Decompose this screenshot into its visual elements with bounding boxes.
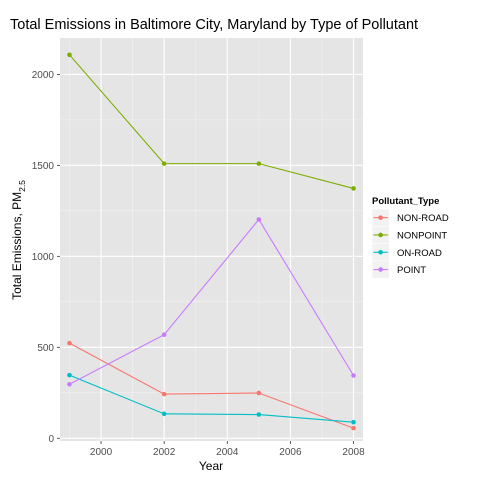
- data-point-nonpoint: [161, 161, 167, 166]
- legend-label-non-road: NON-ROAD: [397, 213, 449, 224]
- series-line-non-road: [69, 342, 354, 429]
- data-point-non-road: [256, 390, 262, 396]
- legend-label-nonpoint: NONPOINT: [397, 230, 447, 241]
- y-axis-title: Total Emissions, PM2.5: [10, 180, 27, 300]
- y-tick-label: 0: [48, 434, 54, 445]
- data-point-nonpoint: [67, 52, 72, 58]
- data-point-on-road: [161, 411, 167, 417]
- data-point-point: [161, 332, 167, 337]
- legend: Pollutant_Type NON-ROAD NONPOINT ON-ROAD PO…: [371, 196, 449, 279]
- data-point-on-road: [256, 412, 262, 417]
- legend-label-on-road: ON-ROAD: [397, 248, 442, 259]
- series-layer: [67, 52, 356, 431]
- series-line-point: [69, 218, 355, 385]
- legend-key-point-nonpoint: [378, 232, 383, 238]
- y-tick-label: 1000: [32, 252, 55, 263]
- x-tick-label: 2002: [153, 447, 176, 458]
- plot-panel: [60, 38, 363, 441]
- x-axis-ticks: 2000 2002 2004 2006 2008: [90, 441, 365, 458]
- data-point-on-road: [351, 419, 356, 425]
- x-tick-label: 2004: [216, 447, 239, 458]
- x-tick-label: 2008: [342, 447, 365, 458]
- x-tick-label: 2006: [279, 447, 302, 458]
- y-axis-title-main: Total Emissions, PM: [10, 192, 24, 300]
- data-point-non-road: [161, 391, 167, 397]
- y-axis-title-subscript: 2.5: [17, 180, 27, 192]
- chart-title: Total Emissions in Baltimore City, Maryl…: [10, 17, 418, 33]
- data-point-point: [67, 381, 72, 387]
- series-line-on-road: [69, 374, 354, 423]
- x-axis-title: Year: [199, 459, 223, 473]
- data-point-non-road: [351, 425, 356, 431]
- legend-key-point-point: [378, 267, 383, 272]
- data-point-non-road: [67, 340, 72, 346]
- legend-key-point-on-road: [378, 249, 383, 255]
- y-tick-label: 1500: [32, 161, 55, 172]
- x-tick-label: 2000: [90, 447, 113, 458]
- data-point-point: [351, 373, 356, 378]
- y-axis-ticks: 0 500 1000 1500 2000: [32, 70, 60, 445]
- legend-key-point-non-road: [378, 215, 383, 220]
- legend-title: Pollutant_Type: [372, 196, 439, 207]
- data-point-nonpoint: [351, 186, 356, 191]
- data-point-nonpoint: [256, 161, 262, 166]
- y-tick-label: 500: [37, 343, 54, 354]
- minor-grid: [60, 38, 363, 441]
- legend-label-point: POINT: [397, 265, 426, 276]
- data-point-on-road: [67, 372, 72, 378]
- data-point-point: [256, 217, 262, 222]
- y-tick-label: 2000: [32, 70, 55, 81]
- series-line-nonpoint: [69, 54, 354, 189]
